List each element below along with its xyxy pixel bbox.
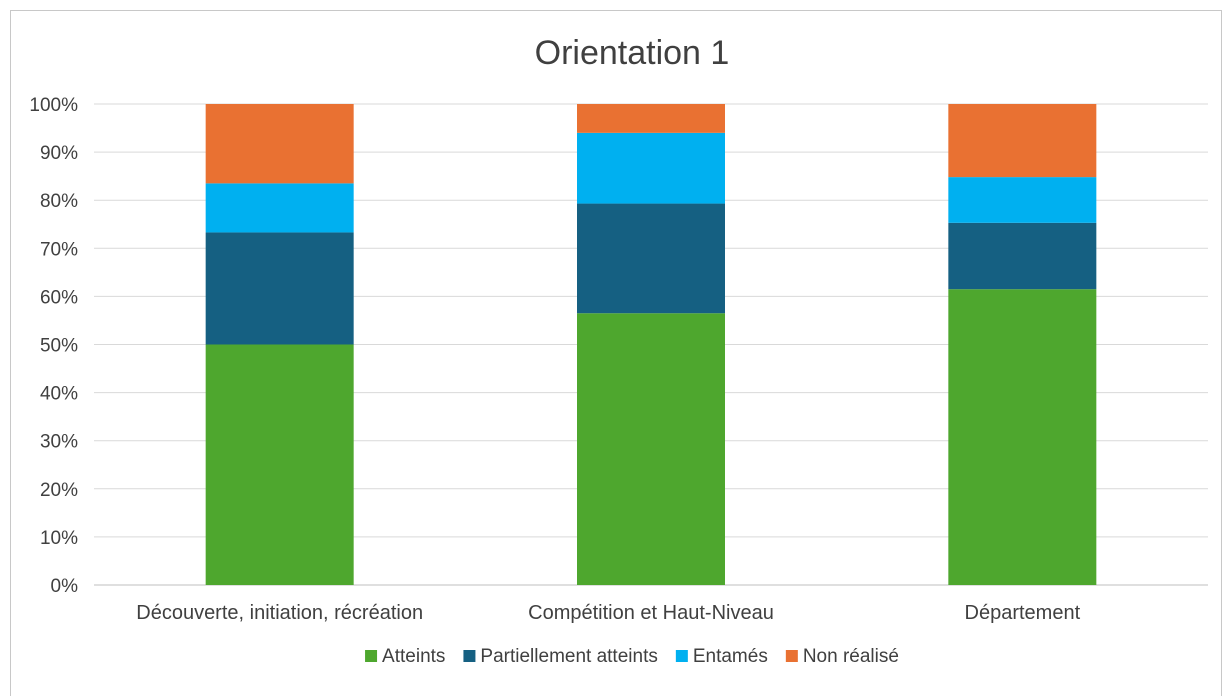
x-category-label: Compétition et Haut-Niveau [528, 602, 774, 624]
bar-segment [577, 132, 725, 204]
legend-item: Partiellement atteints [463, 646, 658, 667]
legend-label: Partiellement atteints [480, 646, 657, 667]
legend-swatch [365, 650, 378, 662]
y-tick-label: 90% [40, 143, 78, 164]
y-tick-label: 60% [40, 287, 78, 308]
legend-swatch [785, 650, 798, 662]
y-tick-label: 40% [40, 384, 78, 405]
legend-swatch [675, 650, 688, 662]
bar-segment [577, 313, 725, 585]
chart-title: Orientation 1 [535, 34, 730, 72]
bar-segment [577, 104, 725, 133]
y-tick-label: 20% [40, 480, 78, 501]
bar-segment [948, 222, 1097, 290]
legend-item: Atteints [365, 646, 445, 667]
bar-segment [205, 104, 354, 184]
y-tick-label: 30% [40, 432, 78, 453]
bar-segment [205, 344, 354, 585]
x-category-label: Département [965, 602, 1081, 624]
bar-segment [577, 203, 725, 314]
legend-label: Atteints [382, 646, 445, 667]
y-tick-label: 10% [40, 528, 78, 549]
legend: Atteints Partiellement atteints Entamés Non… [365, 646, 899, 667]
x-axis-categories: Découverte, initiation, récréation Compét… [136, 602, 1080, 624]
bar-segment [205, 183, 354, 233]
y-tick-label: 100% [29, 95, 78, 116]
bar-segment [205, 232, 354, 345]
legend-item: Entamés [675, 646, 768, 667]
y-tick-label: 0% [51, 576, 79, 597]
legend-swatch [463, 650, 476, 662]
bars [205, 104, 1097, 585]
legend-label: Non réalisé [803, 646, 899, 667]
y-tick-label: 50% [40, 336, 78, 357]
x-category-label: Découverte, initiation, récréation [136, 602, 423, 624]
y-tick-label: 80% [40, 191, 78, 212]
bar-segment [948, 104, 1097, 178]
bar-segment [948, 289, 1097, 585]
y-axis-ticks: 0% 10% 20% 30% 40% 50% 60% 70% 80% 90% 100% [29, 95, 78, 597]
y-tick-label: 70% [40, 239, 78, 260]
bar-segment [948, 177, 1097, 223]
legend-label: Entamés [693, 646, 768, 667]
legend-item: Non réalisé [785, 646, 899, 667]
